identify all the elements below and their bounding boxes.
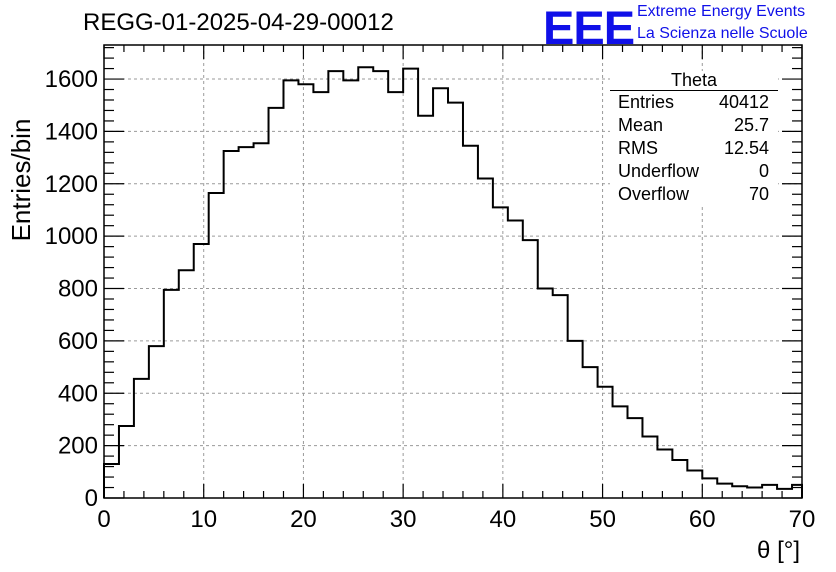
stats-row-underflow: Underflow 0 <box>610 160 778 183</box>
histogram-bin <box>553 295 568 498</box>
stats-value: 40412 <box>718 92 769 112</box>
histogram-bin <box>283 80 298 498</box>
histogram-bin <box>657 450 672 498</box>
stats-value: 0 <box>758 161 769 181</box>
y-tick-labels: 0 200 400 600 800 1000 1200 1400 1600 <box>45 66 98 512</box>
plot-frame <box>103 44 803 499</box>
histogram-bin <box>628 418 643 498</box>
x-tick-label: 70 <box>789 506 816 533</box>
histogram-bin <box>209 193 224 498</box>
histogram-bin <box>478 179 493 498</box>
histogram-bin <box>433 88 448 498</box>
stats-value: 25.7 <box>733 115 769 135</box>
stats-label: Entries <box>618 92 675 112</box>
y-tick-label: 200 <box>58 433 98 460</box>
histogram-bin <box>119 426 134 498</box>
histogram-bin <box>343 80 358 498</box>
logo-line-1: Extreme Energy Events <box>637 3 806 20</box>
x-tick-label: 50 <box>589 506 616 533</box>
x-axis-label: θ [°] <box>757 537 800 564</box>
histogram-bin <box>792 485 802 498</box>
x-tick-label: 20 <box>290 506 317 533</box>
histogram-bin <box>717 484 732 498</box>
histogram-bin <box>224 151 239 498</box>
histogram-bin <box>687 471 702 498</box>
stats-row-mean: Mean 25.7 <box>610 114 778 137</box>
histogram-bin <box>463 146 478 498</box>
x-tick-label: 10 <box>190 506 217 533</box>
histogram-bin <box>642 436 657 498</box>
histogram-bin <box>388 92 403 498</box>
histogram-bin <box>239 147 254 498</box>
stats-label: Mean <box>618 115 664 135</box>
histogram-bin <box>194 244 209 498</box>
histogram-bin <box>448 103 463 498</box>
stats-row-overflow: Overflow 70 <box>610 183 778 206</box>
histogram-bin <box>598 387 613 498</box>
histogram-outline <box>103 66 803 498</box>
histogram-bin <box>613 406 628 498</box>
y-tick-label: 800 <box>58 276 98 303</box>
y-axis-label: Entries/bin <box>6 119 36 242</box>
stats-title: Theta <box>610 71 778 91</box>
histogram-bin <box>373 71 388 498</box>
histogram-bin <box>328 71 343 498</box>
y-tick-label: 600 <box>58 328 98 355</box>
histogram-bin <box>583 367 598 498</box>
x-tick-label: 0 <box>97 506 110 533</box>
stats-row-entries: Entries 40412 <box>610 91 778 114</box>
stats-box: Theta Entries 40412 Mean 25.7 RMS 12.54 … <box>610 71 778 206</box>
histogram-bin <box>672 460 687 498</box>
y-tick-label: 1200 <box>45 171 98 198</box>
histogram-bin <box>179 270 194 498</box>
chart-title: REGG-01-2025-04-29-00012 <box>83 9 394 36</box>
y-tick-label: 1000 <box>45 223 98 250</box>
histogram-bin <box>538 289 553 498</box>
stats-value: 70 <box>748 184 769 204</box>
histogram-bin <box>254 143 269 498</box>
histogram-bin <box>777 489 792 498</box>
histogram-bin <box>702 478 717 498</box>
stats-label: Underflow <box>618 161 700 181</box>
y-tick-label: 400 <box>58 380 98 407</box>
stats-label: Overflow <box>618 184 690 204</box>
histogram-bin <box>269 108 284 498</box>
y-tick-label: 1400 <box>45 118 98 145</box>
x-tick-labels: 0 10 20 30 40 50 60 70 <box>97 506 815 533</box>
x-tick-label: 60 <box>689 506 716 533</box>
histogram-bin <box>134 379 149 498</box>
histogram-bin <box>104 464 119 498</box>
histogram-bin <box>313 92 328 498</box>
histogram-bin <box>732 486 747 498</box>
axis-ticks <box>103 45 803 499</box>
y-tick-label: 0 <box>85 485 98 512</box>
histogram-bin <box>418 116 433 498</box>
histogram-bin <box>358 67 373 498</box>
histogram-bin <box>508 220 523 498</box>
histogram-bin <box>762 485 777 498</box>
eee-logo: EEE <box>543 1 635 54</box>
grid-lines <box>104 45 802 498</box>
histogram-bin <box>523 240 538 498</box>
stats-value: 12.54 <box>723 138 769 158</box>
histogram-bin <box>164 290 179 498</box>
logo-line-2: La Scienza nelle Scuole <box>637 25 808 42</box>
y-tick-label: 1600 <box>45 66 98 93</box>
histogram-bin <box>149 346 164 498</box>
histogram-bin <box>403 69 418 498</box>
histogram-bin <box>493 207 508 498</box>
stats-row-rms: RMS 12.54 <box>610 137 778 160</box>
stats-label: RMS <box>618 138 658 158</box>
x-tick-label: 40 <box>490 506 517 533</box>
histogram-bin <box>568 341 583 498</box>
x-tick-label: 30 <box>390 506 417 533</box>
histogram-bin <box>298 84 313 498</box>
histogram-bin <box>747 488 762 498</box>
